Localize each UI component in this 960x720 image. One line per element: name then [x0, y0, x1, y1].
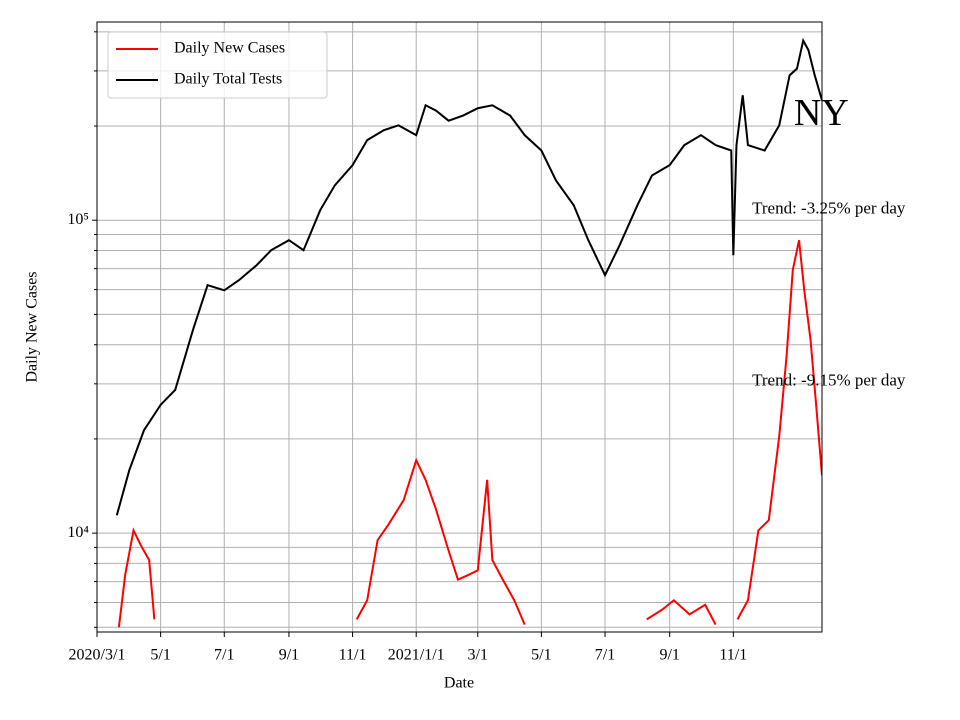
- plot-lines: [115, 37, 822, 628]
- legend: Daily New Cases Daily Total Tests: [107, 31, 328, 99]
- y-axis-label: Daily New Cases: [24, 271, 41, 382]
- legend-box: [107, 31, 328, 99]
- annotation: Trend: -3.25% per day: [752, 199, 906, 218]
- x-tick-label: 7/1: [595, 647, 615, 664]
- plot-frame: [96, 21, 823, 633]
- data-line: [115, 37, 822, 516]
- x-tick-label: 9/1: [279, 647, 299, 664]
- y-tick-label: 10⁴: [67, 524, 89, 541]
- x-tick-label: 9/1: [659, 647, 679, 664]
- annotation: Trend: -9.15% per day: [752, 370, 906, 389]
- x-tick-label: 3/1: [468, 647, 488, 664]
- x-tick-label: 7/1: [214, 647, 234, 664]
- legend-label: Daily New Cases: [174, 40, 285, 57]
- x-axis-label: Date: [444, 675, 474, 692]
- y-tick-label: 10⁵: [67, 211, 89, 228]
- data-line: [117, 240, 822, 628]
- x-tick-label: 5/1: [531, 647, 551, 664]
- x-tick-label: 2020/3/1: [69, 647, 126, 664]
- x-tick-label: 11/1: [339, 647, 367, 664]
- legend-label: Daily Total Tests: [174, 71, 282, 88]
- x-tick-label: 5/1: [150, 647, 170, 664]
- annotation: NY: [794, 92, 849, 134]
- x-tick-label: 11/1: [719, 647, 747, 664]
- grid: [96, 22, 822, 632]
- x-tick-label: 2021/1/1: [388, 647, 445, 664]
- labels: 2020/3/1 5/1 7/1 9/1 11/1 2021/1/1 3/1 5/1 7/1 9/…: [67, 31, 747, 664]
